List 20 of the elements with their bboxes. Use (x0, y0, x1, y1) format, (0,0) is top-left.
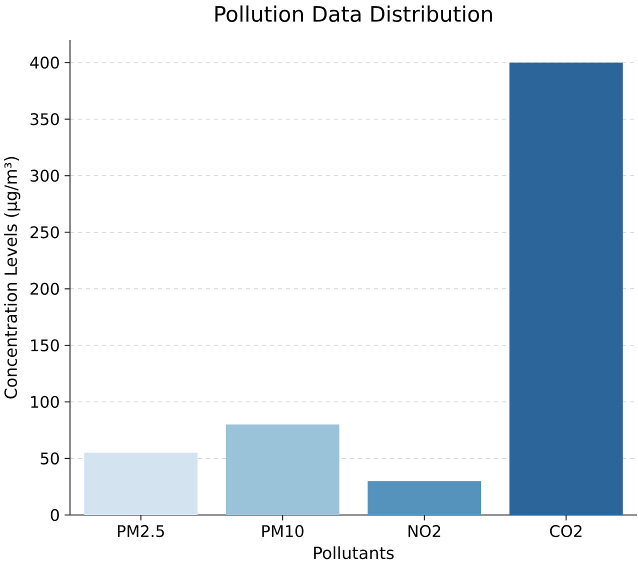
y-tick-label: 0 (50, 508, 59, 522)
y-axis-title: Concentration Levels (µg/m³) (4, 156, 20, 399)
bar (84, 452, 198, 515)
x-tick-label: CO2 (550, 525, 582, 538)
x-axis-title: Pollutants (314, 546, 394, 560)
x-tick-label: NO2 (408, 525, 440, 538)
y-tick-label: 400 (30, 56, 59, 69)
x-tick-label: PM10 (262, 525, 304, 538)
y-tick-label: 150 (31, 339, 59, 352)
y-tick-label: 350 (30, 113, 59, 126)
y-tick-label: 100 (31, 396, 59, 408)
y-tick-label: 200 (30, 282, 59, 295)
chart-title: Pollution Data Distribution (215, 5, 492, 22)
y-tick-label: 300 (30, 170, 59, 182)
y-tick-label: 250 (30, 226, 59, 238)
x-tick-label: PM2.5 (118, 525, 164, 538)
bar (368, 481, 482, 515)
bar (226, 424, 340, 515)
y-tick-label: 50 (40, 452, 59, 465)
bar (509, 62, 623, 515)
